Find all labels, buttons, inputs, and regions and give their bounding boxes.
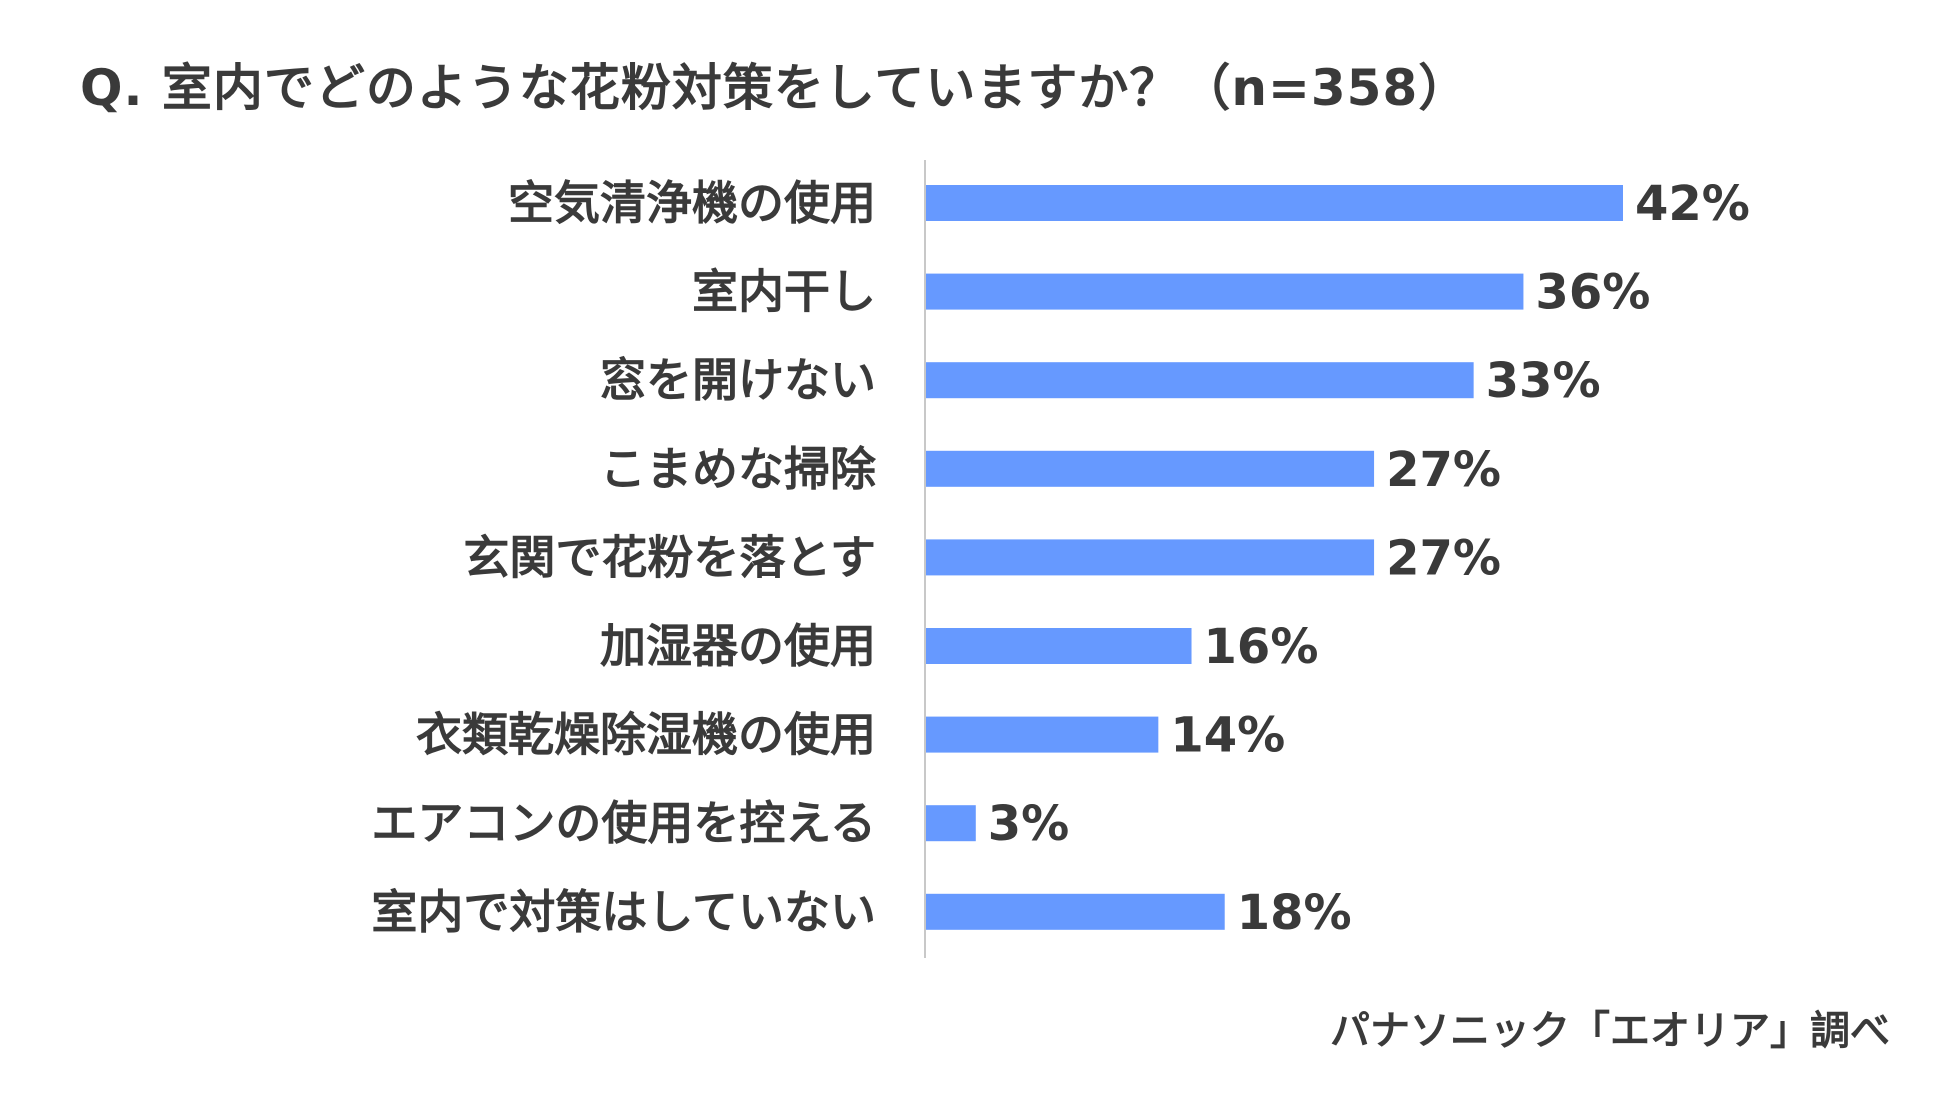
bar [926,362,1474,399]
value-label: 27% [1386,530,1501,586]
category-label: 室内で対策はしていない [371,885,876,939]
category-label: エアコンの使用を控える [371,796,876,850]
category-label: 窓を開けない [600,353,876,407]
category-label: 衣類乾燥除湿機の使用 [416,708,876,762]
category-label: 加湿器の使用 [600,619,876,673]
bars-group: 空気清浄機の使用 42% 室内干し 36% 窓を開けない 33% こまめな掃除 27% 玄関で花… [371,176,1750,941]
bar [926,893,1225,930]
value-label: 33% [1486,353,1601,409]
value-label: 36% [1535,265,1650,321]
value-label: 18% [1237,885,1352,941]
category-label: 玄関で花粉を落とす [463,530,876,584]
value-label: 16% [1204,619,1319,675]
source-note: パナソニック「エオリア」調べ [1330,1008,1890,1054]
bar [926,805,976,842]
category-label: 空気清浄機の使用 [508,176,876,230]
bar [926,716,1159,753]
value-label: 27% [1386,442,1501,498]
chart-title: Q. 室内でどのような花粉対策をしていますか？（n=358） [80,59,1470,117]
bar [926,628,1192,664]
bar [926,450,1375,487]
value-label: 14% [1170,708,1285,764]
category-label: 室内干し [692,265,876,319]
value-label: 42% [1635,176,1750,232]
bar [926,273,1524,310]
bar [926,539,1375,576]
value-label: 3% [988,796,1069,852]
bar [926,185,1623,221]
category-label: こまめな掃除 [600,442,877,496]
